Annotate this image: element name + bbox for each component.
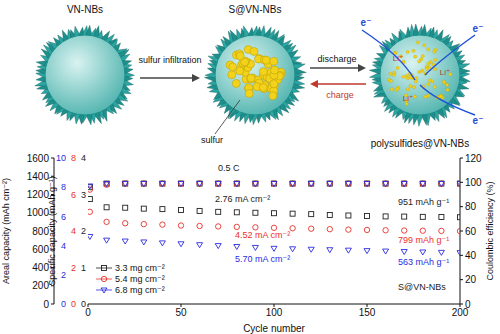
svg-text:120: 120 xyxy=(465,153,482,164)
html-text:e⁻: e⁻ xyxy=(472,22,484,34)
html-text:S@VN-NBs: S@VN-NBs xyxy=(398,282,446,292)
html-text:951 mAh g⁻¹: 951 mAh g⁻¹ xyxy=(398,197,450,207)
html-text:Coulombic efficiency (%): Coulombic efficiency (%) xyxy=(485,181,495,281)
svg-text:0: 0 xyxy=(81,299,86,309)
svg-text:150: 150 xyxy=(359,307,376,318)
svg-text:20: 20 xyxy=(465,274,477,285)
html-text:S@VN-NBs: S@VN-NBs xyxy=(228,3,282,15)
svg-text:2: 2 xyxy=(81,226,86,236)
svg-text:0: 0 xyxy=(61,299,66,309)
html-text:0.5 C: 0.5 C xyxy=(218,163,240,173)
html-text:VN-NBs: VN-NBs xyxy=(66,3,104,15)
svg-text:60: 60 xyxy=(465,226,477,237)
svg-text:3: 3 xyxy=(81,190,86,200)
svg-text:0: 0 xyxy=(85,307,91,318)
svg-text:8: 8 xyxy=(61,182,66,192)
html-text:6.8 mg cm⁻²: 6.8 mg cm⁻² xyxy=(115,284,165,295)
svg-text:200: 200 xyxy=(32,280,49,291)
svg-text:600: 600 xyxy=(32,244,49,255)
html-text:Specific capacity (mAh g⁻¹): Specific capacity (mAh g⁻¹) xyxy=(47,176,57,286)
svg-text:200: 200 xyxy=(451,307,469,319)
html-text:5.70 mA cm⁻²: 5.70 mA cm⁻² xyxy=(235,254,291,264)
html-text:Li⁺: Li⁺ xyxy=(402,93,414,103)
svg-text:400: 400 xyxy=(32,262,49,273)
svg-text:0: 0 xyxy=(465,299,471,310)
svg-text:1400: 1400 xyxy=(27,171,50,182)
svg-text:1200: 1200 xyxy=(27,189,50,200)
svg-text:100: 100 xyxy=(266,307,283,318)
html-text:sulfur: sulfur xyxy=(201,135,223,145)
html-text:sulfur infiltration: sulfur infiltration xyxy=(138,55,202,65)
svg-text:40: 40 xyxy=(465,250,477,261)
svg-text:4: 4 xyxy=(71,226,76,236)
html-text:4.52 mA cm⁻²: 4.52 mA cm⁻² xyxy=(235,230,291,240)
svg-text:10: 10 xyxy=(56,153,66,163)
html-text:e⁻: e⁻ xyxy=(472,114,484,126)
html-text:5.4 mg cm⁻²: 5.4 mg cm⁻² xyxy=(115,273,165,284)
svg-text:4: 4 xyxy=(81,153,86,163)
html-text:e⁻: e⁻ xyxy=(360,16,372,28)
html-text:3.3 mg cm⁻²: 3.3 mg cm⁻² xyxy=(115,262,165,273)
svg-text:100: 100 xyxy=(465,177,482,188)
svg-text:6: 6 xyxy=(61,212,66,222)
svg-text:50: 50 xyxy=(175,307,187,318)
html-text:2.76 mA cm⁻²: 2.76 mA cm⁻² xyxy=(215,194,271,204)
svg-text:1: 1 xyxy=(81,263,86,273)
svg-text:2: 2 xyxy=(71,263,76,273)
html-text:563 mAh g⁻¹: 563 mAh g⁻¹ xyxy=(398,257,450,267)
svg-text:8: 8 xyxy=(71,153,76,163)
svg-text:1000: 1000 xyxy=(27,207,50,218)
svg-text:1600: 1600 xyxy=(27,153,50,164)
svg-text:80: 80 xyxy=(465,201,477,212)
html-text:polysulfides@VN-NBs: polysulfides@VN-NBs xyxy=(370,137,470,149)
html-text:discharge: discharge xyxy=(317,54,357,64)
html-text:799 mAh g⁻¹: 799 mAh g⁻¹ xyxy=(398,235,450,245)
html-text:Li⁺: Li⁺ xyxy=(392,53,404,63)
svg-text:6: 6 xyxy=(71,190,76,200)
svg-text:0: 0 xyxy=(43,299,49,310)
svg-text:800: 800 xyxy=(32,226,49,237)
svg-text:2: 2 xyxy=(61,270,66,280)
html-text:charge: charge xyxy=(326,90,354,100)
html-text:Li⁺: Li⁺ xyxy=(439,67,451,77)
svg-text:4: 4 xyxy=(61,241,66,251)
svg-text:Cycle number: Cycle number xyxy=(243,323,305,334)
html-text:Areal capacity (mAh cm⁻²): Areal capacity (mAh cm⁻²) xyxy=(1,178,11,284)
svg-text:0: 0 xyxy=(71,299,76,309)
